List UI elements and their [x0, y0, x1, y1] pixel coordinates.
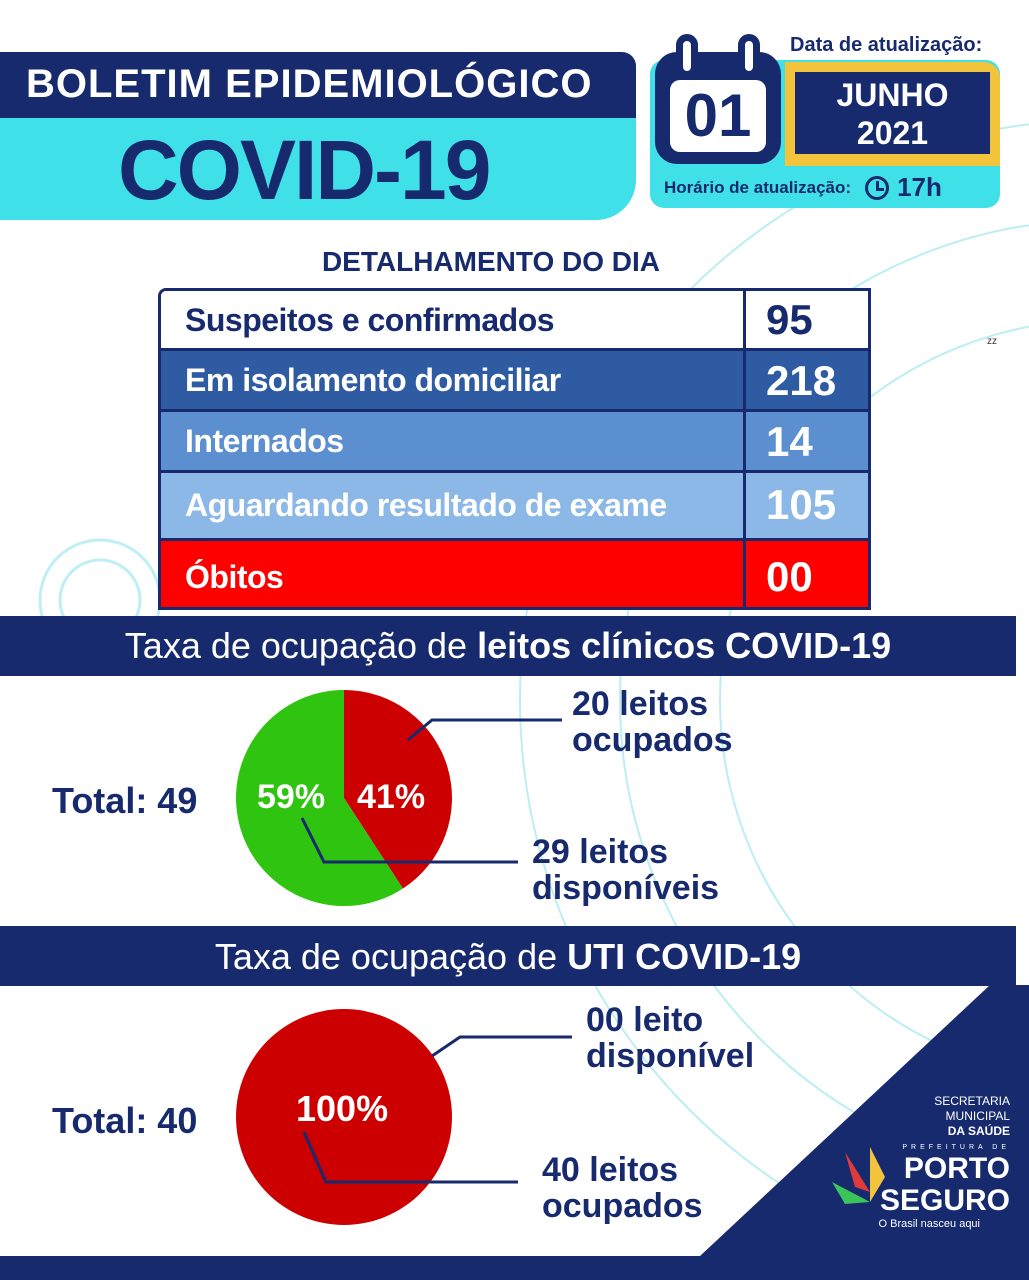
title-bar: BOLETIM EPIDEMIOLÓGICO — [0, 52, 636, 120]
clinical-total: Total: 49 — [52, 780, 198, 821]
calendar-ring-icon — [738, 34, 760, 78]
table-row: Aguardando resultado de exame 105 — [161, 473, 868, 541]
clinical-title-prefix: Taxa de ocupação de — [124, 625, 478, 666]
row-label: Em isolamento domiciliar — [161, 351, 746, 409]
row-value: 00 — [766, 553, 813, 600]
table-row: Óbitos 00 — [161, 541, 868, 607]
update-time-row: Horário de atualização: 17h — [664, 172, 942, 203]
pct-icu-occupied: 100% — [296, 1088, 389, 1129]
table-row: Internados 14 — [161, 412, 868, 473]
pct-clinical-available: 59% — [257, 778, 326, 816]
logo-line1: SECRETARIA — [934, 1094, 1010, 1108]
label-clinical-occupied: 20 leitos ocupados — [572, 685, 733, 759]
logo-leaves-icon — [832, 1147, 885, 1204]
title-line1: BOLETIM EPIDEMIOLÓGICO — [26, 62, 593, 106]
clinical-title-band: Taxa de ocupação de leitos clínicos COVI… — [0, 616, 1016, 676]
table-row: Em isolamento domiciliar 218 — [161, 351, 868, 412]
time-label: Horário de atualização: — [664, 177, 852, 197]
logo-slogan: O Brasil nasceu aqui — [878, 1218, 981, 1230]
row-value: 218 — [766, 357, 837, 404]
month: JUNHO — [836, 77, 949, 113]
clock-icon — [865, 175, 890, 200]
bottom-navy-shape — [0, 985, 1029, 1280]
title-line2: COVID-19 — [118, 123, 491, 217]
icu-total: Total: 40 — [52, 1100, 198, 1141]
label-icu-occupied: 40 leitos ocupados — [542, 1151, 703, 1225]
logo-city1: PORTO — [903, 1152, 1010, 1185]
label-icu-available: 00 leito disponível — [586, 1001, 755, 1075]
calendar-ring-icon — [676, 34, 698, 78]
table-row: Suspeitos e confirmados 95 — [161, 291, 868, 351]
icu-title-bold: UTI COVID-19 — [567, 936, 802, 977]
subtitle-bar: COVID-19 — [0, 118, 636, 220]
logo-line3: DA SAÚDE — [947, 1124, 1010, 1138]
month-year: JUNHO 2021 — [795, 72, 990, 154]
row-value: 105 — [766, 481, 837, 528]
stray-text: zz — [987, 336, 997, 347]
time-value: 17h — [897, 172, 942, 202]
pct-clinical-occupied: 41% — [357, 778, 426, 816]
logo-city2: SEGURO — [879, 1184, 1010, 1217]
row-label: Suspeitos e confirmados — [161, 291, 746, 348]
details-table: Suspeitos e confirmados 95 Em isolamento … — [158, 288, 871, 610]
icu-title-band: Taxa de ocupação de UTI COVID-19 — [0, 926, 1016, 986]
details-title: DETALHAMENTO DO DIA — [321, 246, 661, 277]
logo-prefeitura: PREFEITURA DE — [902, 1144, 1010, 1151]
label-clinical-available: 29 leitos disponíveis — [532, 833, 720, 907]
date-label: Data de atualização: — [790, 34, 983, 56]
clinical-title-bold: leitos clínicos COVID-19 — [477, 625, 892, 666]
logo-line2: MUNICIPAL — [945, 1109, 1010, 1123]
day: 01 — [670, 80, 766, 152]
year: 2021 — [856, 115, 929, 151]
row-value: 95 — [766, 296, 813, 343]
row-label: Aguardando resultado de exame — [161, 473, 746, 538]
porto-seguro-logo: SECRETARIA MUNICIPAL DA SAÚDE PREFEITURA… — [830, 1094, 1010, 1231]
row-label: Internados — [161, 412, 746, 470]
icu-title-prefix: Taxa de ocupação de — [214, 936, 568, 977]
row-value: 14 — [766, 418, 813, 465]
row-label: Óbitos — [161, 541, 746, 607]
